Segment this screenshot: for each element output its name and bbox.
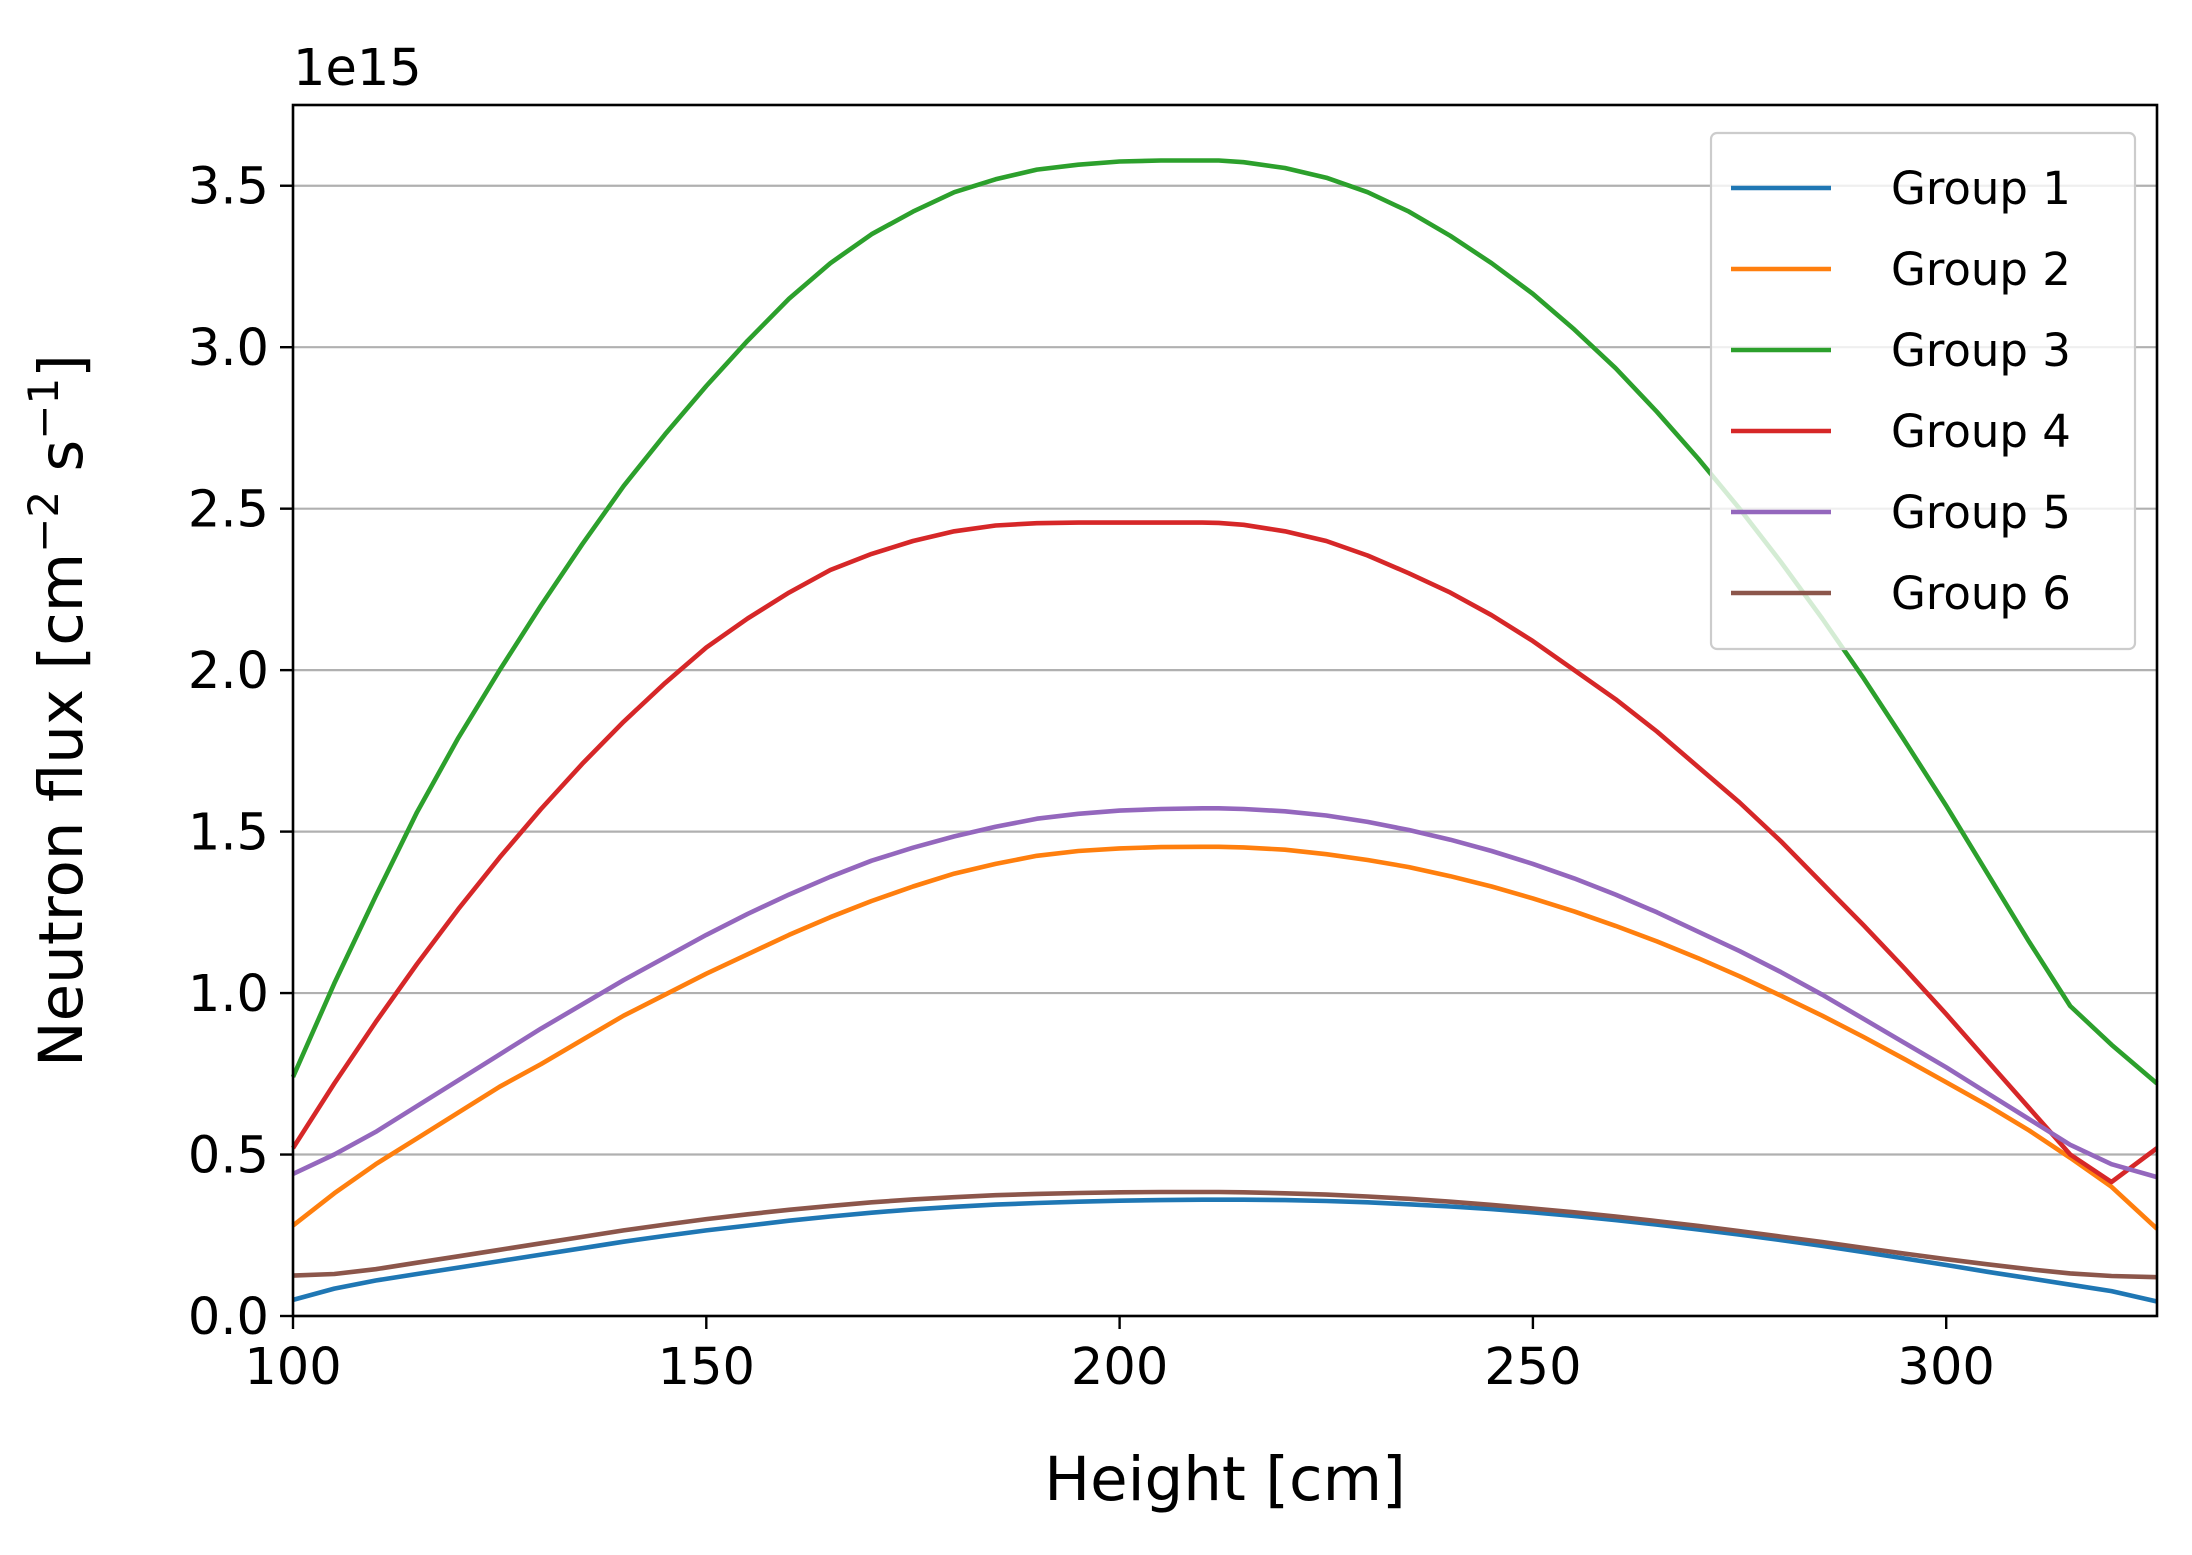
y-tick-label-1: 0.5 xyxy=(188,1127,269,1186)
series-line-6 xyxy=(292,1189,2158,1280)
series-line-2 xyxy=(291,844,2159,1231)
y-axis-label-exponent-1: −2 xyxy=(19,491,68,553)
legend-label-2: Group 2 xyxy=(1891,243,2071,296)
y-tick-label-3: 1.5 xyxy=(188,804,269,863)
y-axis: 0.0 0.5 1.0 1.5 2.0 2.5 3.0 3.5 xyxy=(188,158,293,1347)
x-tick-label-4: 300 xyxy=(1898,1338,1995,1397)
legend: Group 1 Group 2 Group 3 Group 4 Group 5 Group… xyxy=(1709,131,2137,651)
y-tick-label-2: 1.0 xyxy=(188,965,269,1024)
x-tick-label-2: 200 xyxy=(1071,1338,1168,1397)
series-line-4 xyxy=(291,520,2159,1185)
y-axis-label-suffix: ] xyxy=(26,354,97,378)
y-tick-label-6: 3.0 xyxy=(188,319,269,378)
y-tick-label-0: 0.0 xyxy=(188,1288,269,1347)
legend-label-1: Group 1 xyxy=(1891,162,2071,215)
legend-label-4: Group 4 xyxy=(1891,405,2071,458)
plot-frame xyxy=(291,103,2159,1318)
y-tick-label-5: 2.5 xyxy=(188,481,269,540)
x-axis: 100 150 200 250 300 xyxy=(244,1316,1995,1397)
y-axis-label-prefix: Neutron flux [cm xyxy=(26,553,97,1067)
series-line-5 xyxy=(292,806,2158,1180)
x-tick-label-1: 150 xyxy=(658,1338,755,1397)
legend-box xyxy=(1709,131,2137,651)
legend-label-5: Group 5 xyxy=(1891,486,2071,539)
y-tick-label-7: 3.5 xyxy=(188,158,269,217)
series-line-1 xyxy=(292,1197,2158,1304)
y-axis-label: Neutron flux [cm−2 s−1] xyxy=(19,354,97,1067)
legend-label-6: Group 6 xyxy=(1891,567,2071,620)
legend-label-3: Group 3 xyxy=(1891,324,2071,377)
x-tick-label-3: 250 xyxy=(1484,1338,1581,1397)
y-tick-label-4: 2.0 xyxy=(188,642,269,701)
x-axis-label: Height [cm] xyxy=(1044,1444,1406,1515)
y-axis-label-exponent-2: −1 xyxy=(19,378,68,440)
y-axis-label-middle: s xyxy=(26,440,97,491)
y-offset-label: 1e15 xyxy=(293,39,422,98)
x-tick-label-0: 100 xyxy=(244,1338,341,1397)
